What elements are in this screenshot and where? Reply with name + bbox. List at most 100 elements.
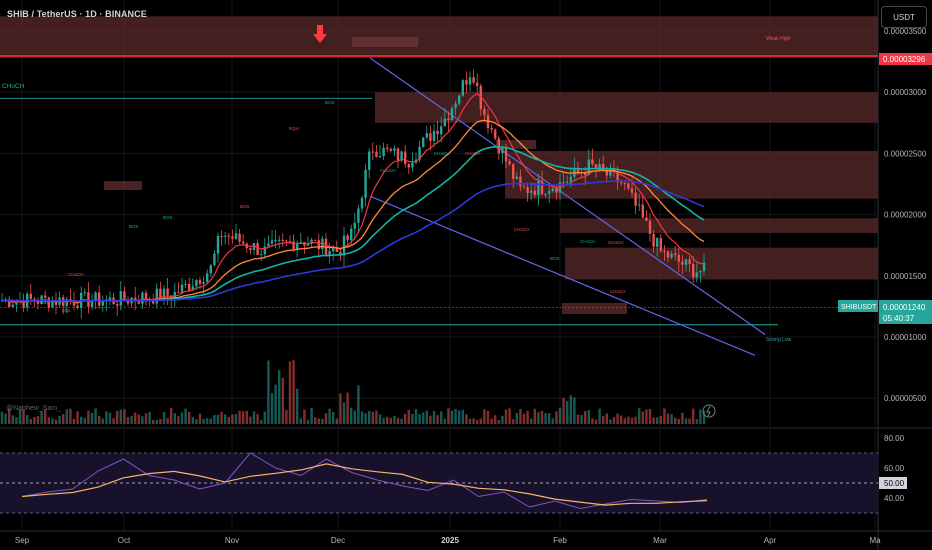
symbol-label: SHIBUSDT <box>841 304 877 311</box>
volume-bar <box>342 402 346 424</box>
candle-body <box>695 272 698 278</box>
candle-body <box>386 147 389 150</box>
volume-bar <box>353 410 356 424</box>
volume-bar <box>180 412 184 424</box>
candle-body <box>321 238 324 250</box>
volume-bar <box>501 415 504 424</box>
volume-bar <box>224 414 227 424</box>
volume-bar <box>461 409 464 424</box>
volume-bar <box>321 418 324 424</box>
candle-body <box>242 241 245 244</box>
volume-bar <box>630 417 634 424</box>
weak-high-badge <box>879 53 932 65</box>
candle-body <box>659 238 662 251</box>
volume-bar <box>231 414 234 424</box>
candle-body <box>299 242 302 244</box>
volume-bar <box>310 408 313 424</box>
volume-bar <box>80 416 83 424</box>
candle-body <box>288 241 292 243</box>
candle-body <box>584 172 587 176</box>
supply-zone <box>505 150 878 199</box>
candle-body <box>494 129 497 139</box>
candle-body <box>616 172 619 183</box>
volume-bar <box>436 415 439 424</box>
volume-bar <box>666 413 670 424</box>
volume-bar <box>645 409 648 424</box>
currency-button[interactable]: USDT <box>881 6 927 28</box>
volume-bar <box>112 418 115 424</box>
candle-body <box>436 130 439 135</box>
down-arrow-icon <box>313 25 327 43</box>
volume-bar <box>519 408 522 424</box>
candle-body <box>144 292 148 300</box>
volume-bar <box>36 416 40 424</box>
volume-bar <box>400 418 403 424</box>
price-tick-label: 0.00000500 <box>884 394 927 403</box>
candle-body <box>681 261 684 265</box>
volume-bar <box>688 418 691 424</box>
candle-body <box>155 288 158 304</box>
current-price: 0.00001240 <box>883 303 926 312</box>
candle-body <box>188 283 191 291</box>
candle-body <box>195 280 198 287</box>
volume-bar <box>188 411 191 424</box>
candle-body <box>468 77 472 85</box>
candle-body <box>389 149 392 151</box>
volume-bar <box>476 419 479 424</box>
volume-bar <box>292 360 295 424</box>
candle-body <box>180 284 184 294</box>
candle-body <box>123 291 126 301</box>
candle-body <box>605 169 608 176</box>
volume-bar <box>555 411 558 424</box>
volume-bar <box>101 418 104 424</box>
smc-label: BOS <box>325 100 335 105</box>
volume-bar <box>350 407 353 424</box>
volume-bar <box>263 411 266 424</box>
volume-bar <box>4 413 7 424</box>
volume-bar <box>382 418 385 424</box>
candle-body <box>364 169 367 198</box>
supply-zone <box>0 16 878 58</box>
price-tick-label: 0.00003500 <box>884 27 927 36</box>
volume-bar <box>22 410 25 424</box>
candle-body <box>152 299 155 304</box>
volume-bar <box>87 410 90 424</box>
price-tick-label: 0.00003000 <box>884 88 927 97</box>
candle-body <box>393 148 396 151</box>
candle-body <box>274 239 277 241</box>
candle-body <box>220 236 223 238</box>
candle-body <box>551 188 554 192</box>
volume-bar <box>242 411 245 424</box>
current-price-badge <box>879 300 932 324</box>
candle-body <box>54 300 58 305</box>
volume-bar <box>105 411 108 424</box>
volume-bar <box>504 409 508 424</box>
candle-body <box>162 288 166 301</box>
volume-bar <box>134 412 137 424</box>
candle-body <box>587 159 590 176</box>
candle-body <box>375 151 378 158</box>
candle-body <box>65 299 68 307</box>
smc-label: CHoCH <box>465 151 481 156</box>
candle-body <box>346 235 349 241</box>
candle-body <box>702 262 706 272</box>
volume-bar <box>116 410 119 424</box>
volume-bar <box>548 413 551 424</box>
volume-bar <box>317 418 320 424</box>
candle-body <box>224 235 227 237</box>
volume-bar <box>450 410 454 424</box>
volume-bar <box>544 413 547 424</box>
candle-body <box>670 253 673 258</box>
candle-body <box>335 248 338 252</box>
time-tick-label: Feb <box>553 536 567 545</box>
smc-label: BOS <box>550 256 560 261</box>
candle-body <box>440 126 443 135</box>
candle-body <box>422 137 425 147</box>
candle-body <box>530 190 533 193</box>
volume-bar <box>335 418 338 424</box>
volume-bar <box>656 417 659 424</box>
rsi-tick-label: 40.00 <box>884 494 905 503</box>
candle-body <box>11 304 14 307</box>
candle-body <box>72 300 76 306</box>
